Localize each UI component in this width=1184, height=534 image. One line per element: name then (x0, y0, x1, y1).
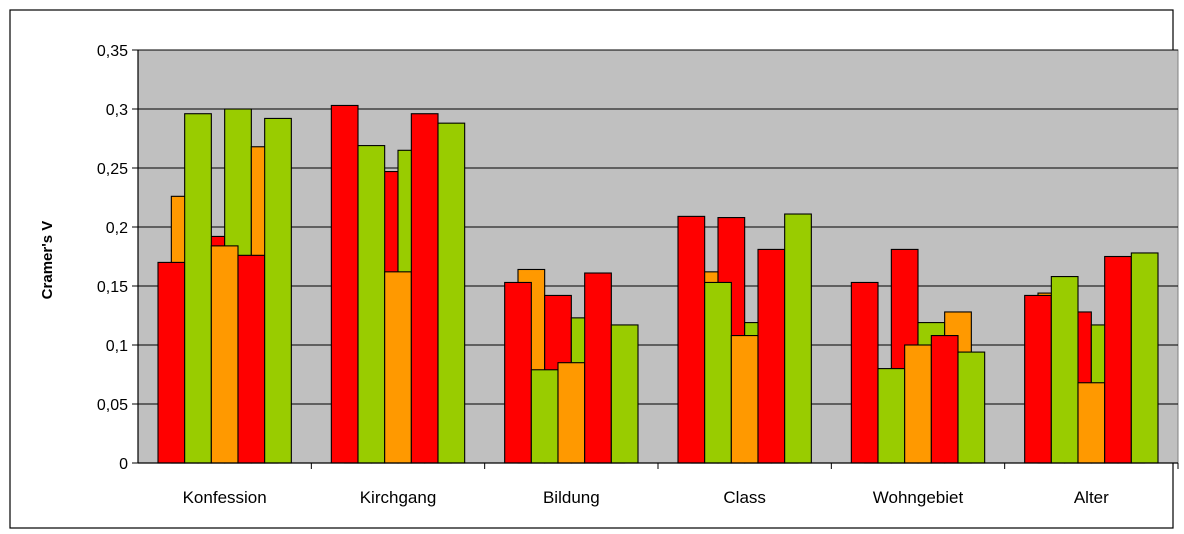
bar-kirchgang-3 (357, 145, 386, 464)
x-tick-label: Bildung (543, 488, 600, 507)
bar-konfession-9 (264, 117, 292, 464)
x-tick-label: Class (723, 488, 766, 507)
x-tick-label: Konfession (183, 488, 267, 507)
y-tick-label: 0,1 (106, 338, 128, 355)
y-tick-labels: 0 0,05 0,1 0,15 0,2 0,25 0,3 0,35 (97, 43, 128, 473)
bar-alter-3 (1050, 276, 1079, 464)
y-tick-label: 0 (119, 456, 128, 473)
bars (157, 104, 1159, 464)
bar-alter-9 (1130, 252, 1159, 464)
bar-kirchgang-9 (437, 122, 466, 464)
bar-wohngebiet-7 (930, 335, 959, 464)
x-tick-label: Wohngebiet (873, 488, 964, 507)
bar-bildung-5 (557, 362, 586, 464)
bar-konfession-3 (184, 113, 212, 464)
bar-class-5 (730, 335, 759, 464)
bar-bildung-9 (610, 324, 639, 464)
bar-class-1 (677, 215, 706, 464)
y-tick-label: 0,3 (106, 102, 128, 119)
y-tick-label: 0,25 (97, 161, 128, 178)
y-tick-label: 0,2 (106, 220, 128, 237)
y-tick-label: 0,05 (97, 397, 128, 414)
plot-area (137, 49, 1179, 464)
bar-wohngebiet-5 (904, 344, 932, 464)
bar-wohngebiet-9 (957, 351, 986, 464)
bar-class-3 (704, 281, 732, 464)
x-tick-label: Alter (1074, 488, 1109, 507)
bar-class-9 (784, 213, 812, 464)
x-tick-labels: Konfession Kirchgang Bildung Class Wohngebie… (183, 488, 1110, 507)
bar-wohngebiet-1 (850, 281, 879, 464)
bar-class-7 (757, 248, 786, 464)
axes (132, 49, 1179, 469)
bar-kirchgang-7 (410, 113, 439, 464)
bar-bildung-1 (504, 281, 532, 464)
bar-kirchgang-1 (330, 104, 359, 464)
bar-alter-7 (1104, 255, 1132, 464)
bar-bildung-7 (584, 272, 612, 464)
bar-bildung-3 (530, 369, 559, 464)
bar-konfession-1 (157, 261, 186, 464)
bar-konfession-7 (237, 254, 266, 464)
bar-alter-1 (1024, 294, 1052, 464)
bar-alter-5 (1077, 382, 1106, 464)
y-axis-title: Cramer's V (39, 221, 56, 300)
gridlines (138, 49, 1178, 405)
bar-konfession-5 (210, 245, 239, 464)
y-tick-label: 0,35 (97, 43, 128, 60)
x-tick-label: Kirchgang (360, 488, 437, 507)
bar-wohngebiet-3 (877, 368, 906, 464)
y-tick-label: 0,15 (97, 279, 128, 296)
bar-kirchgang-5 (384, 271, 412, 464)
